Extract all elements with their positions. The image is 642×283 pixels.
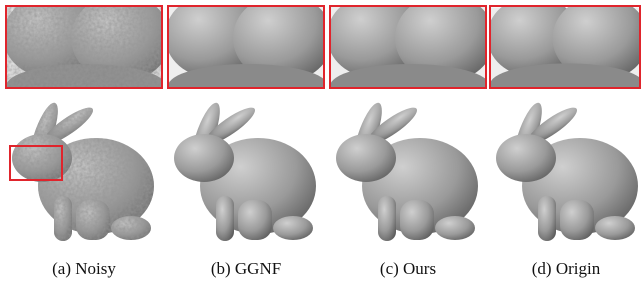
zoom-ggnf <box>165 0 333 108</box>
figure: (a) Noisy (b) GGNF (c) Ours (d) Origin (… <box>0 0 642 283</box>
caption: (a) Noisy <box>52 259 116 278</box>
zoom-origin <box>487 0 642 106</box>
caption: (d) Origin <box>532 259 601 278</box>
caption: (b) GGNF <box>211 259 281 278</box>
zoom-ours <box>327 0 495 108</box>
figure-canvas: (a) Noisy (b) GGNF (c) Ours (d) Origin <box>0 0 642 283</box>
bunny-ours <box>336 100 478 241</box>
bunny-ggnf <box>174 100 316 241</box>
caption: (c) Ours <box>380 259 436 278</box>
bunny-noisy <box>12 100 154 241</box>
bunny-origin <box>496 100 638 241</box>
page: {"panels": [{"caption": "(a) Noisy"}, {"… <box>0 0 642 283</box>
zoom-noisy <box>3 0 171 108</box>
